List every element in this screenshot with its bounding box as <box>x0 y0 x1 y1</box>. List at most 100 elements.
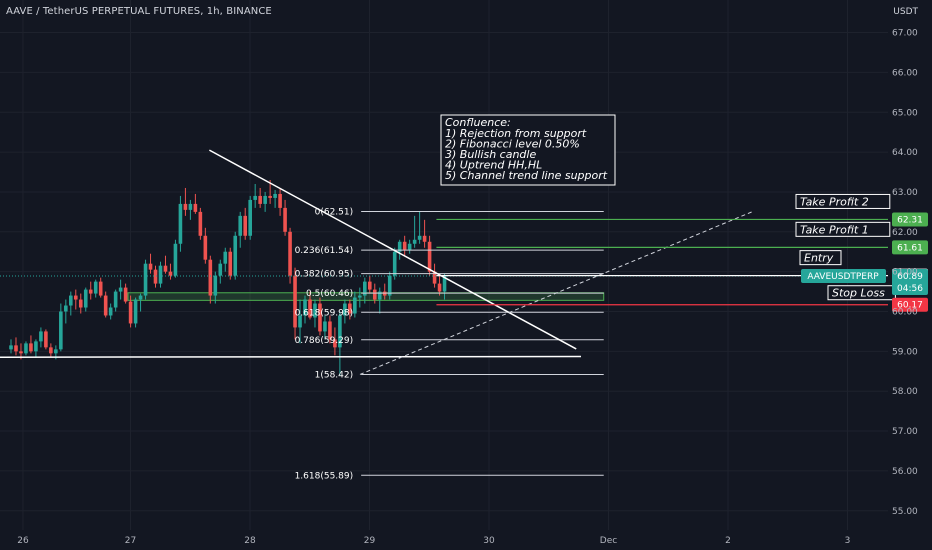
candle-body <box>14 345 18 352</box>
price-tag-label: 62.31 <box>897 215 923 225</box>
currency-label: USDT <box>893 7 918 17</box>
candle-body <box>353 297 357 314</box>
candle-body <box>213 275 218 296</box>
candle-body <box>218 263 223 276</box>
candle-body <box>313 303 317 318</box>
candle-body <box>163 265 168 272</box>
candle-body <box>402 241 407 250</box>
candle-body <box>377 291 382 300</box>
candle-body <box>318 303 322 332</box>
y-tick-label: 65.00 <box>892 108 918 118</box>
candle-body <box>407 243 412 250</box>
candle-body <box>243 215 248 236</box>
confluence-box <box>440 114 616 186</box>
candle-body <box>298 315 302 328</box>
y-tick-label: 61.00 <box>892 268 918 278</box>
x-tick-label: 28 <box>244 536 256 546</box>
candle-body <box>422 235 427 242</box>
candle-body <box>39 331 43 342</box>
candle-body <box>138 295 143 300</box>
candle-body <box>29 343 33 352</box>
candle-body <box>78 299 83 308</box>
fib-level-label: 0.786(59.29) <box>295 336 354 346</box>
candle-body <box>118 287 123 292</box>
level-label: Stop Loss <box>832 287 885 300</box>
candle-body <box>367 281 372 290</box>
x-tick-label: 3 <box>845 536 851 546</box>
candle-body <box>238 215 243 236</box>
y-tick-label: 57.00 <box>892 427 918 437</box>
y-tick-label: 55.00 <box>892 507 918 517</box>
confluence-item: 1) Rejection from support <box>445 127 587 140</box>
y-tick-label: 66.00 <box>892 68 918 78</box>
level-label: Entry <box>804 252 834 265</box>
x-tick-label: 26 <box>17 536 29 546</box>
candle-body <box>153 269 158 284</box>
candle-body <box>113 291 118 308</box>
candle-body <box>223 251 228 264</box>
candle-body <box>333 339 337 348</box>
candle-body <box>148 263 153 270</box>
fib-level-label: 0.236(61.54) <box>295 246 354 256</box>
candle-body <box>19 351 23 354</box>
ticker-tag <box>801 269 886 284</box>
candle-body <box>392 251 397 276</box>
candle-body <box>103 295 108 316</box>
y-tick-label: 58.00 <box>892 387 918 397</box>
candle-body <box>68 295 73 306</box>
price-tag <box>892 240 928 255</box>
candle-body <box>263 195 267 204</box>
y-tick-label: 56.00 <box>892 467 918 477</box>
candle-body <box>442 276 447 292</box>
candle-body <box>208 259 213 296</box>
candle-body <box>417 235 422 240</box>
level-label-box <box>795 221 891 237</box>
candle-body <box>178 203 183 244</box>
descending-trendline <box>209 149 577 350</box>
price-tag <box>892 212 928 227</box>
candle-body <box>133 299 138 324</box>
x-tick-label: 2 <box>725 536 731 546</box>
candle-body <box>64 305 68 312</box>
candle-body <box>49 347 53 354</box>
confluence-heading: Confluence: <box>445 116 511 129</box>
candle-body <box>268 195 272 198</box>
candle-body <box>363 281 367 296</box>
chart-title: AAVE / TetherUS PERPETUAL FUTURES, 1h, B… <box>6 6 272 17</box>
candle-body <box>323 321 327 332</box>
candle-body <box>258 195 262 204</box>
candle-body <box>203 235 208 260</box>
confluence-item: 4) Uptrend HH,HL <box>445 159 542 172</box>
fib-level-label: 1.618(55.89) <box>295 471 354 481</box>
channel-trendline <box>359 211 753 375</box>
fib-level-label: 1(58.42) <box>315 370 354 380</box>
candle-body <box>34 341 38 352</box>
candle-body <box>397 241 402 252</box>
candle-body <box>288 231 292 276</box>
candle-body <box>253 195 257 200</box>
candle-body <box>158 265 163 284</box>
price-tag-label: 61.61 <box>897 243 923 253</box>
y-tick-label: 67.00 <box>892 29 918 39</box>
x-tick-label: 29 <box>364 536 376 546</box>
candle-body <box>348 303 352 314</box>
confluence-item: 5) Channel trend line support <box>445 169 608 182</box>
candle-body <box>387 275 392 296</box>
fib-level-label: 0.382(60.95) <box>295 270 354 280</box>
x-tick-label: Dec <box>600 536 617 546</box>
level-label: Take Profit 2 <box>800 195 869 208</box>
ticker-label: AAVEUSDTPERP <box>807 272 879 282</box>
y-tick-label: 60.00 <box>892 308 918 318</box>
candle-body <box>328 321 332 340</box>
candle-body <box>88 289 93 294</box>
level-label-box <box>795 193 891 209</box>
candle-body <box>293 275 297 328</box>
price-tag <box>892 297 928 312</box>
candle-body <box>9 345 13 350</box>
candle-body <box>343 303 347 316</box>
y-tick-label: 62.00 <box>892 228 918 238</box>
level-label: Take Profit 1 <box>800 223 869 236</box>
countdown-label: 04:56 <box>897 284 923 294</box>
candle-body <box>278 193 282 208</box>
